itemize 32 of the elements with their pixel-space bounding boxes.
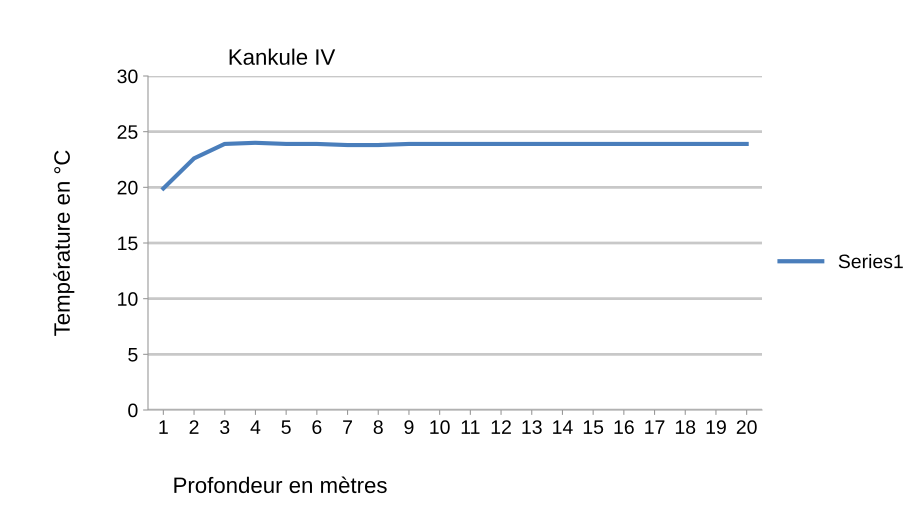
x-tick-label: 5 (282, 420, 291, 434)
x-tick-label: 14 (553, 420, 573, 434)
x-tick-label: 3 (220, 420, 230, 434)
x-tick-label: 19 (706, 420, 726, 434)
x-tick-label: 9 (404, 420, 414, 434)
line-series (161, 140, 749, 191)
x-tick-label: 10 (430, 420, 450, 434)
chart-title: Kankule IV (230, 48, 336, 65)
x-tick-label: 8 (374, 420, 383, 434)
x-tick-label: 17 (645, 420, 664, 434)
legend-label: Series1 (838, 254, 903, 268)
x-tick-label: 12 (492, 420, 511, 434)
x-tick-label: 1 (159, 420, 168, 434)
x-tick-label: 18 (676, 420, 696, 434)
x-axis-title: Profondeur en mètres (174, 476, 387, 494)
y-axis-title: Température en °C (53, 150, 74, 336)
x-tick-label: 15 (584, 420, 604, 434)
y-tick-label: 5 (128, 348, 138, 362)
x-tick-label: 7 (343, 420, 352, 434)
y-tick-label: 15 (118, 236, 138, 250)
x-tick-label: 11 (462, 420, 480, 434)
x-tick-label: 16 (614, 420, 634, 434)
y-tick-label: 30 (117, 69, 138, 84)
x-tick-label: 4 (250, 420, 260, 434)
y-tick-label: 25 (118, 125, 138, 139)
x-tick-label: 13 (522, 420, 542, 434)
x-tick-label: 2 (190, 420, 198, 434)
y-tick-label: 10 (118, 292, 138, 306)
x-tick-label: 6 (312, 420, 322, 434)
y-tick-label: 20 (118, 180, 138, 195)
x-tick-label: 20 (736, 420, 757, 434)
y-tick-label: 0 (128, 403, 138, 418)
